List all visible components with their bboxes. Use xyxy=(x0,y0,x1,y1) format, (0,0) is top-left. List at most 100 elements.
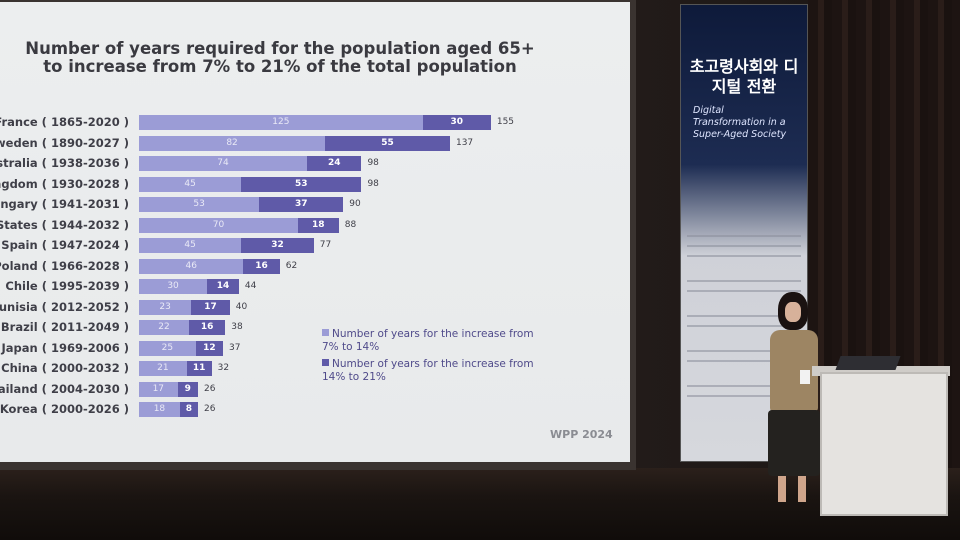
bar-value-7-to-14: 18 xyxy=(153,404,166,414)
bar-segment-14-to-21 xyxy=(207,279,239,294)
bar-segment-14-to-21 xyxy=(177,381,198,397)
category-label: Tunisia ( 2012-2052 ) xyxy=(0,299,129,314)
bar-value-7-to-14: 25 xyxy=(161,342,174,353)
bar-value-14-to-21: 24 xyxy=(327,158,341,168)
bar-value-7-to-14: 45 xyxy=(184,240,196,250)
legend-item-1: Number of years for the increase from 7%… xyxy=(322,328,542,354)
category-label: Spain ( 1947-2024 ) xyxy=(1,238,129,252)
category-label: Korea ( 2000-2026 ) xyxy=(0,402,129,416)
bar-segment-7-to-14 xyxy=(139,381,178,397)
bar-total-label: 98 xyxy=(367,158,379,168)
bar-value-7-to-14: 82 xyxy=(226,137,238,148)
bar-segment-14-to-21 xyxy=(243,258,280,274)
bar-total-label: 32 xyxy=(217,363,230,373)
category-label: hailand ( 2004-2030 ) xyxy=(0,381,129,396)
bar-segment-7-to-14 xyxy=(139,402,180,417)
bar-total-label: 44 xyxy=(244,281,257,291)
bar-segment-7-to-14 xyxy=(139,217,298,233)
banner-text-block xyxy=(687,360,801,362)
category-label: China ( 2000-2032 ) xyxy=(1,361,129,375)
bar-segment-7-to-14 xyxy=(139,176,242,192)
banner-text-block xyxy=(687,385,801,387)
bar-value-7-to-14: 21 xyxy=(157,363,169,373)
category-label: Poland ( 1966-2028 ) xyxy=(0,258,129,273)
bar-value-7-to-14: 70 xyxy=(212,219,225,230)
bar-segment-14-to-21 xyxy=(188,320,226,335)
banner-subtitle: Digital Transformation in a Super-Aged S… xyxy=(693,105,787,140)
legend-label-2: Number of years for the increase from 14… xyxy=(322,358,534,383)
speaker-leg xyxy=(778,476,786,502)
podium xyxy=(820,372,948,516)
bar-segment-14-to-21 xyxy=(422,115,491,130)
slide-title: Number of years required for the populat… xyxy=(25,39,535,76)
bar-value-7-to-14: 53 xyxy=(193,199,205,209)
speaker-skirt xyxy=(768,410,820,476)
bar-segment-14-to-21 xyxy=(191,299,230,315)
banner-text-block xyxy=(687,255,801,257)
banner-text-block xyxy=(687,395,801,397)
bar-total-label: 26 xyxy=(204,404,216,414)
bar-value-7-to-14: 46 xyxy=(185,260,197,271)
bar-value-14-to-21: 11 xyxy=(192,363,206,373)
bar-segment-7-to-14 xyxy=(139,340,196,356)
bar-segment-7-to-14 xyxy=(139,320,189,335)
bar-segment-14-to-21 xyxy=(179,402,199,417)
category-label: Brazil ( 2011-2049 ) xyxy=(0,320,129,334)
banner-text-block xyxy=(687,315,801,317)
name-badge xyxy=(800,370,810,384)
bar-segment-7-to-14 xyxy=(139,258,244,274)
bar-value-7-to-14: 17 xyxy=(152,383,165,394)
banner-text-block xyxy=(687,235,801,237)
bar-segment-7-to-14 xyxy=(139,361,187,376)
speaker-leg xyxy=(798,476,806,502)
bar-segment-14-to-21 xyxy=(186,361,212,376)
bar-value-14-to-21: 53 xyxy=(295,178,308,189)
bar-value-7-to-14: 74 xyxy=(217,158,229,168)
bar-value-7-to-14: 125 xyxy=(272,117,290,127)
bar-segment-7-to-14 xyxy=(139,115,423,130)
bar-segment-7-to-14 xyxy=(139,279,208,294)
banner-text-block xyxy=(687,325,801,327)
event-banner: 초고령사회와 디지털 전환 Digital Transformation in … xyxy=(680,4,808,462)
bar-total-label: 37 xyxy=(228,342,241,353)
bar-segment-7-to-14 xyxy=(139,197,260,212)
bar-total-label: 40 xyxy=(235,301,248,312)
bar-value-7-to-14: 45 xyxy=(184,178,196,189)
bar-value-14-to-21: 16 xyxy=(200,322,214,332)
category-label: Japan ( 1969-2006 ) xyxy=(1,340,129,355)
bar-segment-14-to-21 xyxy=(241,238,314,253)
legend-swatch-2 xyxy=(322,359,329,366)
legend-item-2: Number of years for the increase from 14… xyxy=(322,358,542,384)
legend-label-1: Number of years for the increase from 7%… xyxy=(322,328,534,353)
bar-value-14-to-21: 17 xyxy=(204,301,217,312)
bar-segment-14-to-21 xyxy=(297,217,339,233)
bar-value-7-to-14: 22 xyxy=(158,322,170,332)
laptop xyxy=(835,356,901,370)
bar-segment-7-to-14 xyxy=(139,299,192,315)
bar-segment-7-to-14 xyxy=(139,238,242,253)
podium-top xyxy=(812,366,950,376)
category-label: ungary ( 1941-2031 ) xyxy=(0,197,129,211)
bar-total-label: 26 xyxy=(204,383,216,394)
category-label: France ( 1865-2020 ) xyxy=(0,115,129,129)
bar-total-label: 137 xyxy=(455,137,474,148)
bar-total-label: 88 xyxy=(344,219,357,230)
bar-value-7-to-14: 30 xyxy=(167,281,179,291)
projection-screen: Number of years required for the populat… xyxy=(0,0,636,470)
bar-total-label: 77 xyxy=(319,240,332,250)
bar-total-label: 90 xyxy=(349,199,361,209)
bar-value-14-to-21: 37 xyxy=(295,199,308,209)
bar-value-7-to-14: 23 xyxy=(159,301,171,312)
bar-segment-7-to-14 xyxy=(139,156,307,171)
category-label: ustralia ( 1938-2036 ) xyxy=(0,156,129,170)
bar-total-label: 155 xyxy=(496,117,515,127)
bar-value-14-to-21: 18 xyxy=(312,219,325,230)
bar-segment-7-to-14 xyxy=(139,135,326,151)
bar-segment-14-to-21 xyxy=(195,340,223,356)
category-label: ngdom ( 1930-2028 ) xyxy=(0,176,129,191)
slide: Number of years required for the populat… xyxy=(0,2,630,462)
bar-value-14-to-21: 12 xyxy=(203,342,216,353)
category-label: Sweden ( 1890-2027 ) xyxy=(0,135,129,150)
banner-title: 초고령사회와 디지털 전환 xyxy=(689,57,799,96)
bar-value-14-to-21: 14 xyxy=(216,281,230,291)
